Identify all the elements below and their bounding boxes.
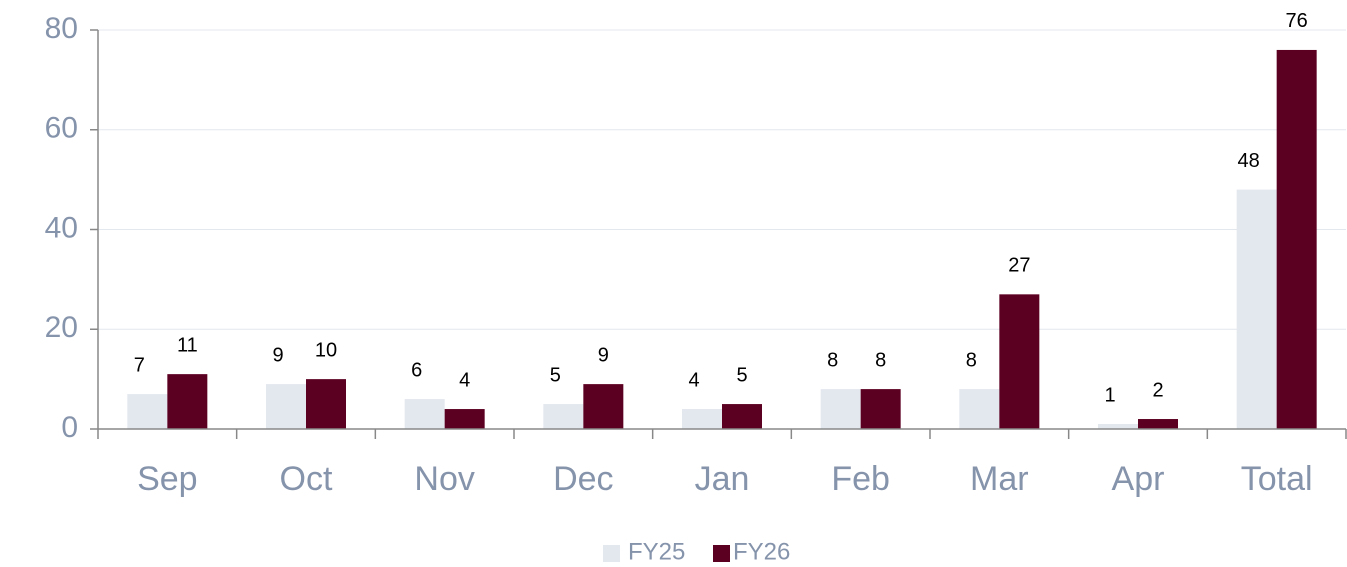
x-tick-label: Sep: [137, 460, 198, 498]
data-label: 9: [272, 344, 283, 366]
data-label: 48: [1238, 150, 1260, 172]
bar: [404, 399, 445, 429]
bar: [444, 409, 485, 429]
data-label: 2: [1152, 379, 1163, 401]
data-label: 9: [598, 344, 609, 366]
legend-label: FY25: [628, 538, 685, 565]
bar: [1098, 424, 1138, 429]
x-tick-label: Apr: [1112, 460, 1165, 498]
x-tick-label: Feb: [831, 460, 890, 498]
bar: [583, 384, 624, 429]
x-tick-label: Total: [1241, 460, 1313, 498]
data-label: 8: [827, 349, 838, 371]
data-label: 10: [315, 339, 337, 361]
legend-label: FY26: [733, 538, 790, 565]
bar: [959, 389, 1000, 429]
data-label: 8: [875, 349, 886, 371]
y-tick-label: 40: [45, 211, 78, 244]
data-label: 8: [966, 349, 977, 371]
x-tick-label: Oct: [280, 460, 333, 498]
bar: [266, 384, 306, 429]
data-label: 76: [1286, 10, 1308, 32]
bar: [682, 409, 722, 429]
data-label: 11: [177, 334, 198, 356]
x-tick-label: Nov: [414, 460, 474, 498]
data-label: 5: [550, 364, 561, 386]
data-label: 4: [459, 369, 470, 391]
data-label: 4: [688, 369, 699, 391]
bar: [1276, 49, 1317, 429]
x-tick-label: Jan: [695, 460, 750, 498]
bar: [722, 404, 762, 429]
bar: [167, 374, 208, 429]
data-label: 6: [411, 359, 422, 381]
bar: [306, 379, 346, 429]
legend-swatch: [713, 545, 730, 562]
data-label: 1: [1104, 384, 1115, 406]
y-tick-label: 0: [61, 411, 78, 444]
data-label: 5: [736, 364, 747, 386]
y-tick-label: 20: [45, 311, 78, 344]
bar: [1138, 419, 1178, 429]
legend-swatch: [603, 545, 620, 562]
bar: [543, 404, 584, 429]
x-tick-label: Dec: [553, 460, 613, 498]
bar: [860, 389, 901, 429]
data-label: 27: [1008, 255, 1030, 277]
x-tick-label: Mar: [970, 460, 1029, 498]
data-label: 7: [134, 354, 145, 376]
bar: [127, 394, 168, 429]
y-tick-label: 80: [45, 12, 78, 45]
bar: [999, 294, 1040, 429]
bar: [1236, 189, 1277, 429]
y-tick-label: 60: [45, 112, 78, 145]
bar: [820, 389, 861, 429]
